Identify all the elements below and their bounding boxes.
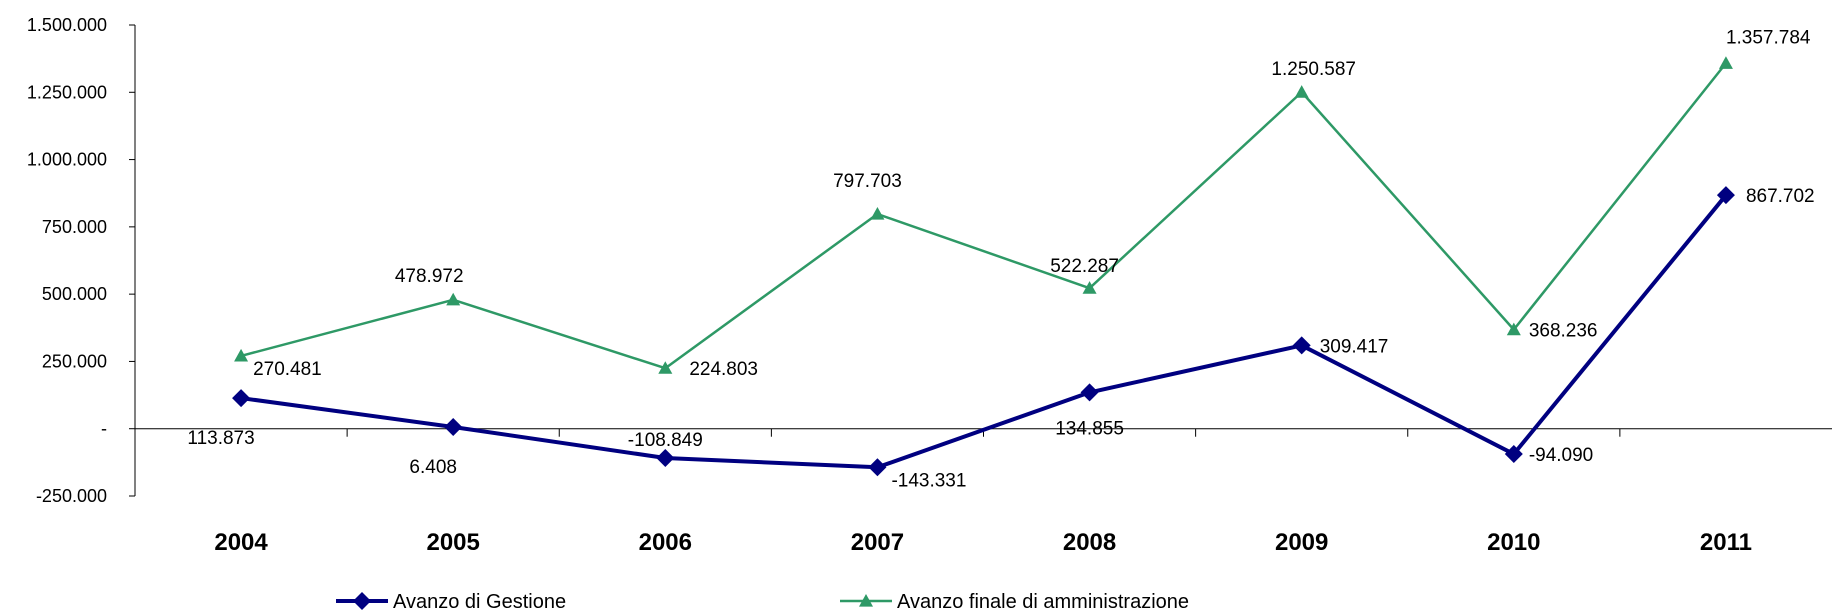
- data-label: 478.972: [395, 266, 464, 287]
- legend: Avanzo di Gestione Avanzo finale di ammin…: [336, 591, 1189, 612]
- triangle-marker: [658, 361, 673, 374]
- diamond-marker: [1080, 383, 1099, 402]
- x-category-label: 2009: [1275, 529, 1328, 556]
- series-line: [240, 193, 1728, 470]
- series-layer: [232, 56, 1735, 477]
- triangle-marker: [859, 594, 873, 607]
- diamond-marker: [656, 449, 675, 468]
- x-category-label: 2006: [639, 529, 692, 556]
- data-label: 368.236: [1529, 321, 1598, 342]
- triangle-marker: [1294, 85, 1309, 98]
- triangle-marker: [1718, 56, 1733, 69]
- data-label: 1.357.784: [1726, 27, 1811, 48]
- diamond-marker: [232, 389, 251, 408]
- data-labels: 113.873 6.408 -108.849 -143.331 134.855 309.4…: [187, 27, 1814, 491]
- x-category-label: 2011: [1700, 529, 1752, 556]
- data-label: -108.849: [628, 430, 703, 451]
- data-label: 867.702: [1746, 186, 1815, 207]
- x-category-label: 2007: [851, 529, 904, 556]
- data-label: 6.408: [409, 457, 457, 478]
- diamond-marker: [1292, 336, 1311, 355]
- y-tick-label: -250.000: [36, 486, 107, 506]
- triangle-marker: [446, 292, 461, 306]
- y-tick-label: -: [101, 419, 107, 439]
- diamond-marker: [444, 417, 463, 436]
- y-tick-label: 750.000: [42, 217, 107, 237]
- x-category-label: 2008: [1063, 529, 1116, 556]
- data-label: 797.703: [833, 171, 902, 192]
- data-label: -143.331: [891, 470, 966, 491]
- data-label: 113.873: [187, 428, 254, 449]
- triangle-marker: [234, 348, 249, 362]
- x-category-label: 2010: [1487, 529, 1540, 556]
- series-line: [240, 62, 1727, 370]
- x-category-label: 2005: [426, 529, 479, 556]
- legend-label: Avanzo di Gestione: [393, 591, 566, 612]
- y-tick-label: 1.500.000: [27, 15, 107, 35]
- data-label: 270.481: [253, 359, 322, 380]
- diamond-marker: [1504, 445, 1523, 464]
- x-category-label: 2004: [214, 529, 268, 556]
- diamond-marker: [868, 458, 887, 477]
- triangle-marker: [1082, 281, 1097, 294]
- y-tick-label: 250.000: [42, 351, 107, 371]
- data-label: 134.855: [1055, 418, 1124, 439]
- y-tick-label: 1.250.000: [27, 82, 107, 102]
- data-label: -94.090: [1529, 445, 1593, 466]
- data-label: 1.250.587: [1271, 59, 1356, 80]
- legend-label: Avanzo finale di amministrazione: [897, 591, 1189, 612]
- data-label: 224.803: [689, 359, 758, 380]
- data-label: 309.417: [1320, 336, 1389, 357]
- data-label: 522.287: [1050, 256, 1119, 277]
- y-tick-label: 500.000: [42, 284, 107, 304]
- diamond-marker: [1716, 186, 1735, 205]
- triangle-marker: [870, 207, 885, 220]
- diamond-marker: [353, 592, 371, 610]
- axes: -250.000-250.000500.000750.0001.000.0001…: [27, 15, 1832, 556]
- triangle-marker: [1506, 322, 1521, 336]
- y-tick-label: 1.000.000: [27, 150, 107, 170]
